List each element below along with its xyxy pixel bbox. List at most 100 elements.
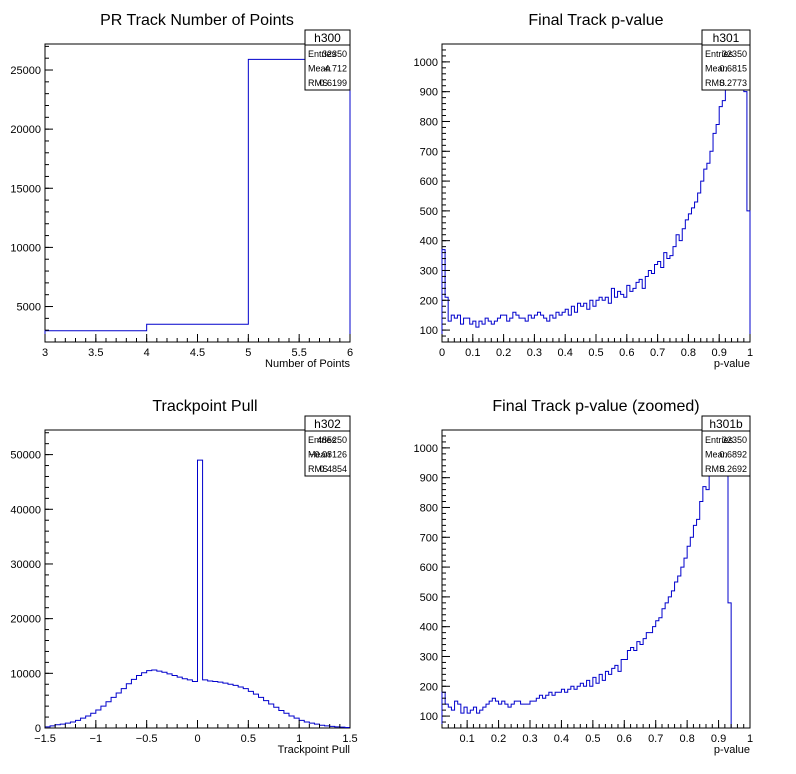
y-tick-label: 25000 <box>10 65 41 77</box>
x-axis-label: Number of Points <box>265 358 350 370</box>
histogram-panel-pvalue-zoomed: Final Track p-value (zoomed) 0.1 0.2 0.3 0.4… <box>414 398 754 756</box>
histogram-panel-pull: Trackpoint Pull −1.5 −1 −0.5 0 0.5 1 1.5 0 10000 2… <box>10 398 357 756</box>
x-tick-label: 0.8 <box>679 733 694 745</box>
histogram-series <box>441 43 751 342</box>
chart-title: Trackpoint Pull <box>152 398 257 415</box>
y-tick-label: 5000 <box>17 302 41 314</box>
stats-row-value: −0.08126 <box>309 450 347 460</box>
x-tick-label: 0.7 <box>650 347 665 359</box>
x-tick-label: 0.5 <box>241 733 256 745</box>
x-tick-label: 0 <box>194 733 200 745</box>
x-tick-label: 0.5 <box>585 733 600 745</box>
y-tick-label: 20000 <box>10 124 41 136</box>
y-tick-label: 700 <box>420 146 438 158</box>
x-tick-label: 0.1 <box>465 347 480 359</box>
stats-row-label: RMS <box>308 78 328 88</box>
histogram-panel-pr-points: PR Track Number of Points 3 3.5 4 4.5 5 5.5 6 50… <box>10 12 353 370</box>
x-tick-label: −1.5 <box>34 733 56 745</box>
stats-row-label: RMS <box>705 78 725 88</box>
y-tick-label: 300 <box>420 265 438 277</box>
chart-title: Final Track p-value (zoomed) <box>492 398 699 415</box>
x-tick-label: 0.4 <box>558 347 573 359</box>
stats-row-value: 32350 <box>722 435 747 445</box>
stats-row-label: Entries <box>705 49 734 59</box>
y-tick-label: 500 <box>420 206 438 218</box>
x-tick-label: 0.8 <box>681 347 696 359</box>
stats-row-value: 0.6815 <box>719 64 747 74</box>
y-tick-label: 600 <box>420 562 438 574</box>
x-tick-label: 5 <box>245 347 251 359</box>
y-tick-label: 200 <box>420 681 438 693</box>
plot-frame <box>44 43 351 343</box>
y-tick-label: 15000 <box>10 183 41 195</box>
stats-box-frame <box>304 415 351 477</box>
stats-histogram-name: h301b <box>709 417 743 431</box>
y-tick-label: 10000 <box>10 668 41 680</box>
stats-row-label: RMS <box>308 464 328 474</box>
y-tick-label: 1000 <box>414 57 438 69</box>
x-tick-label: 1 <box>747 347 753 359</box>
y-tick-label: 100 <box>420 711 438 723</box>
y-tick-label: 900 <box>420 473 438 485</box>
x-tick-label: 0.2 <box>491 733 506 745</box>
stats-row-label: Entries <box>308 435 337 445</box>
y-tick-label: 30000 <box>10 559 41 571</box>
stats-row-value: 0.6892 <box>719 450 747 460</box>
histogram-series <box>44 58 351 342</box>
x-tick-label: 0.2 <box>496 347 511 359</box>
stats-histogram-name: h300 <box>314 31 341 45</box>
x-tick-label: 0.9 <box>711 733 726 745</box>
histogram-series <box>441 429 732 728</box>
x-tick-label: 4 <box>144 347 150 359</box>
stats-row-label: Entries <box>705 435 734 445</box>
stats-row-value: 0.6199 <box>319 78 347 88</box>
y-tick-label: 800 <box>420 116 438 128</box>
y-tick-label: 0 <box>35 723 41 735</box>
x-tick-label: 0.1 <box>459 733 474 745</box>
stats-row-label: Mean <box>705 64 728 74</box>
y-tick-label: 500 <box>420 592 438 604</box>
x-tick-label: 0.9 <box>712 347 727 359</box>
histogram-series <box>44 459 351 728</box>
x-tick-label: 3 <box>42 347 48 359</box>
stats-row-label: Mean <box>705 450 728 460</box>
chart-title: PR Track Number of Points <box>100 12 294 29</box>
y-tick-label: 600 <box>420 176 438 188</box>
x-tick-label: 1 <box>747 733 753 745</box>
y-tick-label: 100 <box>420 325 438 337</box>
x-tick-label: 0.7 <box>648 733 663 745</box>
x-tick-label: −1 <box>90 733 103 745</box>
stats-row-value: 485250 <box>317 435 347 445</box>
stats-histogram-name: h302 <box>314 417 341 431</box>
y-tick-label: 700 <box>420 532 438 544</box>
stats-row-value: 32350 <box>722 49 747 59</box>
stats-box-frame <box>304 29 351 91</box>
stats-row-label: Mean <box>308 64 331 74</box>
x-tick-label: 0.6 <box>617 733 632 745</box>
stats-row-value: 0.2692 <box>719 464 747 474</box>
stats-row-value: 0.2773 <box>719 78 747 88</box>
stats-row-label: RMS <box>705 464 725 474</box>
x-tick-label: 0 <box>439 347 445 359</box>
y-tick-label: 800 <box>420 502 438 514</box>
y-tick-label: 10000 <box>10 242 41 254</box>
chart-title: Final Track p-value <box>528 12 663 29</box>
stats-row-value: 0.4854 <box>319 464 347 474</box>
stats-row-value: 4.712 <box>324 64 347 74</box>
y-tick-label: 200 <box>420 295 438 307</box>
y-tick-label: 1000 <box>414 443 438 455</box>
stats-histogram-name: h301 <box>713 31 740 45</box>
y-tick-label: 900 <box>420 87 438 99</box>
stats-row-label: Mean <box>308 450 331 460</box>
stats-row-value: 32350 <box>322 49 347 59</box>
x-tick-label: 5.5 <box>292 347 307 359</box>
y-tick-label: 40000 <box>10 504 41 516</box>
x-tick-label: 0.3 <box>522 733 537 745</box>
x-tick-label: 1 <box>296 733 302 745</box>
stats-box-frame <box>701 29 751 91</box>
x-tick-label: 4.5 <box>190 347 205 359</box>
y-tick-label: 300 <box>420 651 438 663</box>
